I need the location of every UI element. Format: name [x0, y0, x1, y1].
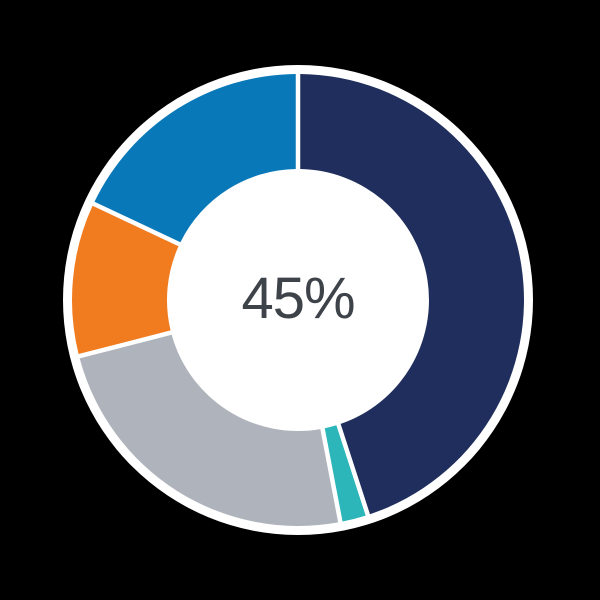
donut-segment-blue [94, 74, 296, 243]
donut-segment-navy [300, 74, 524, 515]
donut-segment-gray [79, 334, 339, 527]
donut-center-label: 45% [241, 266, 355, 332]
donut-segment-teal [324, 425, 366, 522]
donut-segment-orange [71, 205, 179, 355]
